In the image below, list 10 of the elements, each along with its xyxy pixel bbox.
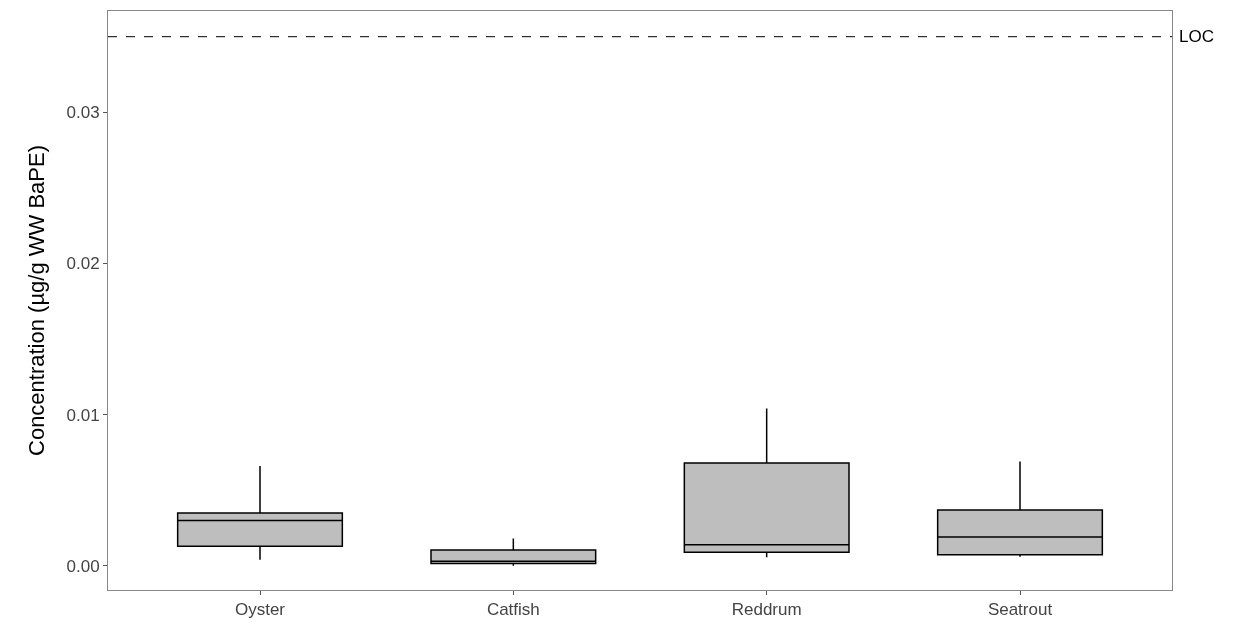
y-tick-label: 0.03 [66, 103, 100, 123]
x-tick-label: Reddrum [731, 600, 802, 620]
y-axis-title: Concentration (µg/g WW BaPE) [24, 144, 50, 457]
y-tick-label: 0.00 [66, 556, 100, 576]
y-tick-label: 0.01 [66, 405, 100, 425]
x-tick-label: Oyster [234, 600, 286, 620]
x-tick-label: Seatrout [987, 600, 1053, 620]
x-tick-label: Catfish [486, 600, 540, 620]
ref-line-label: LOC [1179, 27, 1214, 46]
y-tick-label: 0.02 [66, 254, 100, 274]
